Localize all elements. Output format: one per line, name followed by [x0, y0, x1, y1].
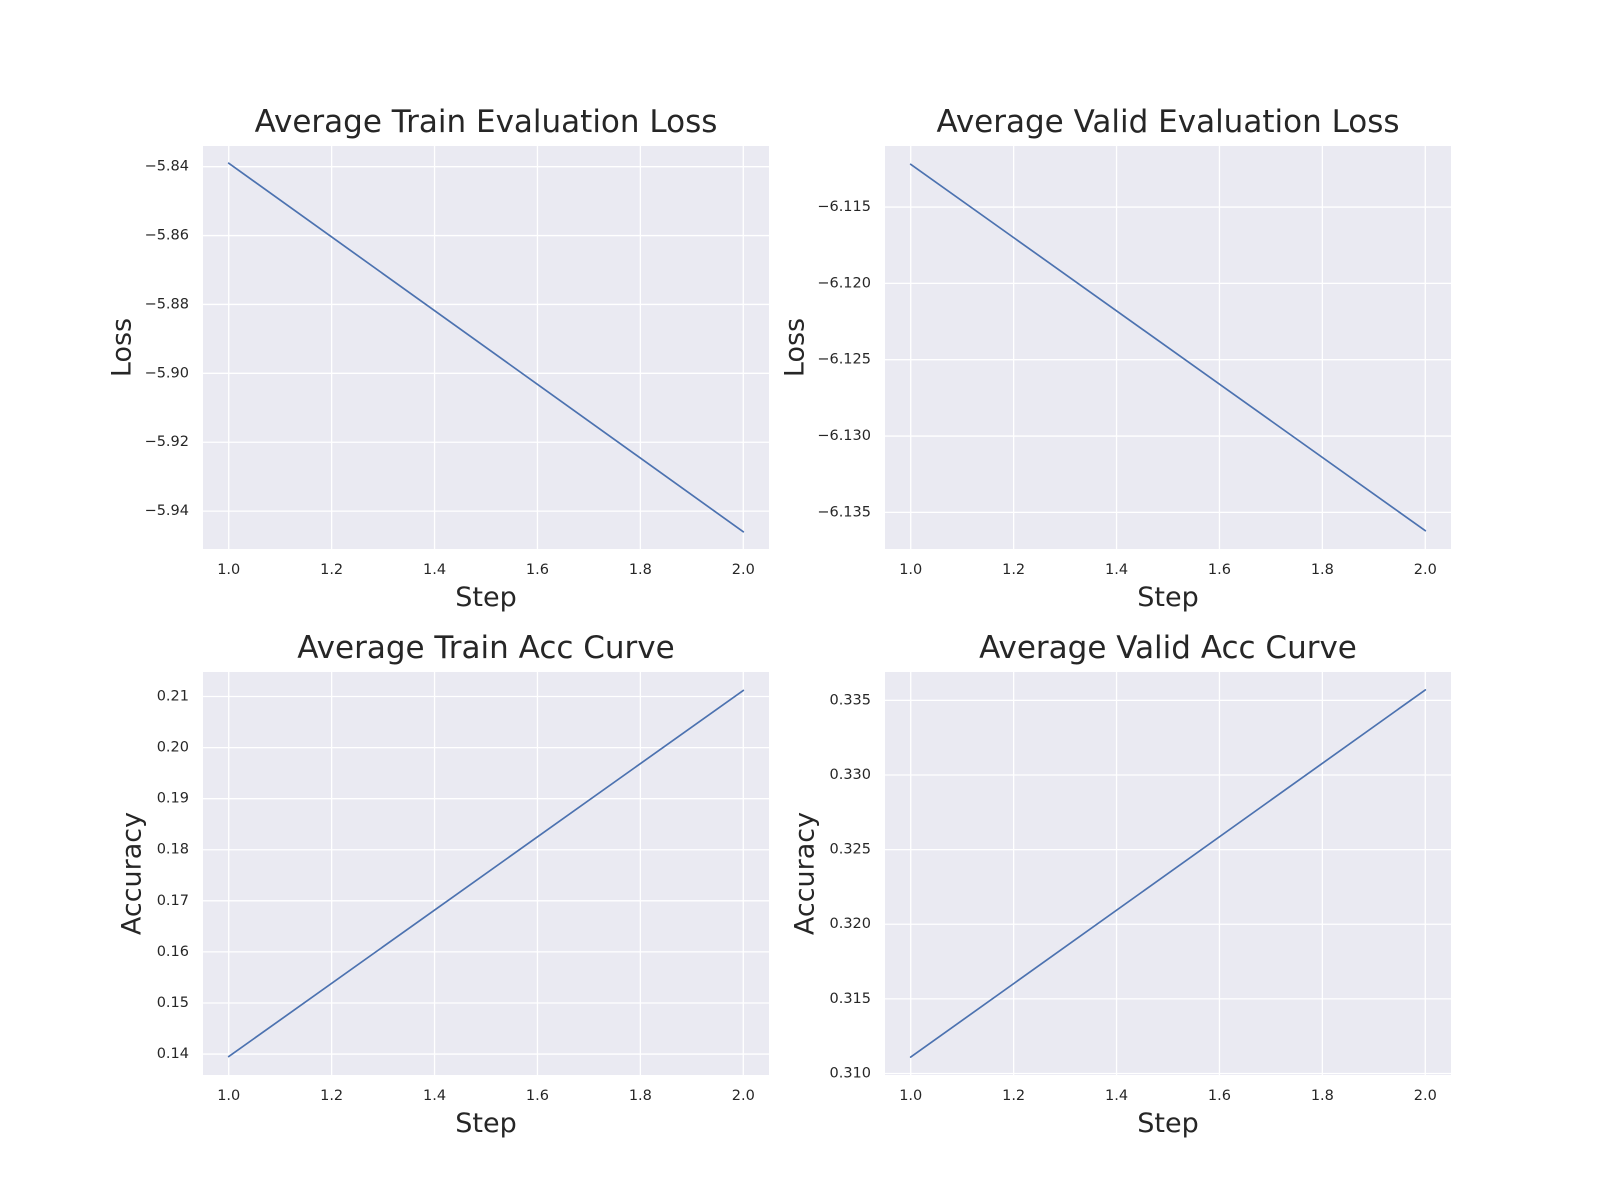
x-tick-label: 1.0 [899, 562, 922, 578]
x-tick-label: 1.0 [217, 1088, 240, 1104]
subplot-4: 1.0 1.2 1.4 1.6 1.8 2.0 0.310 0.315 0.320 0.325 0.… [790, 630, 1451, 1139]
y-tick-label: −5.88 [145, 296, 189, 312]
y-tick-label: 0.330 [829, 767, 871, 783]
y-tick-label: 0.315 [829, 991, 871, 1007]
y-tick-label: −5.86 [145, 228, 189, 244]
y-axis-label: Loss [780, 318, 811, 377]
y-tick-label: 0.21 [157, 689, 189, 705]
x-tick-label: 1.4 [423, 1088, 446, 1104]
y-tick-label: −6.125 [817, 352, 871, 368]
x-tick-label: 1.2 [320, 1088, 343, 1104]
x-tick-label: 2.0 [732, 562, 755, 578]
series-line [227, 162, 745, 533]
series-line [909, 163, 1427, 532]
x-tick-label: 1.6 [526, 1088, 549, 1104]
y-tick-label: 0.15 [157, 995, 189, 1011]
y-tick-label: 0.320 [829, 916, 871, 932]
y-tick-label: −6.120 [817, 275, 871, 291]
x-tick-label: 2.0 [732, 1088, 755, 1104]
x-tick-label: 1.8 [629, 562, 652, 578]
x-axis-label: Step [1137, 582, 1198, 613]
y-tick-label: −6.135 [817, 504, 871, 520]
series-line [909, 689, 1427, 1058]
x-tick-label: 1.8 [629, 1088, 652, 1104]
y-tick-label: −5.90 [145, 365, 189, 381]
x-tick-label: 1.2 [1002, 562, 1025, 578]
x-tick-label: 1.2 [320, 562, 343, 578]
y-tick-label: −5.92 [145, 434, 189, 450]
subplot-1: 1.0 1.2 1.4 1.6 1.8 2.0 −5.84 −5.86 −5.88 −5.90 −5… [107, 104, 769, 613]
chart-title: Average Valid Evaluation Loss [936, 104, 1399, 140]
y-tick-label: −6.130 [817, 428, 871, 444]
x-tick-label: 2.0 [1414, 1088, 1437, 1104]
x-tick-label: 1.4 [1105, 1088, 1128, 1104]
y-tick-label: 0.325 [829, 842, 871, 858]
x-axis-label: Step [455, 1108, 516, 1139]
chart-title: Average Train Acc Curve [297, 630, 674, 666]
x-tick-label: 1.2 [1002, 1088, 1025, 1104]
x-axis-label: Step [1137, 1108, 1198, 1139]
chart-title: Average Train Evaluation Loss [255, 104, 718, 140]
y-tick-label: −5.94 [145, 503, 189, 519]
x-tick-label: 1.4 [1105, 562, 1128, 578]
y-tick-label: 0.19 [157, 791, 189, 807]
y-tick-label: 0.17 [157, 893, 189, 909]
y-tick-label: 0.16 [157, 944, 189, 960]
y-tick-label: 0.20 [157, 740, 189, 756]
y-tick-label: −5.84 [145, 159, 189, 175]
y-tick-label: 0.14 [157, 1046, 189, 1062]
y-tick-label: −6.115 [817, 199, 871, 215]
y-tick-label: 0.18 [157, 842, 189, 858]
y-tick-label: 0.310 [829, 1066, 871, 1082]
y-axis-label: Loss [107, 318, 138, 377]
y-tick-label: 0.335 [829, 692, 871, 708]
y-axis-label: Accuracy [117, 812, 148, 935]
x-tick-label: 1.8 [1311, 1088, 1334, 1104]
chart-title: Average Valid Acc Curve [979, 630, 1357, 666]
y-axis-label: Accuracy [790, 812, 821, 935]
x-tick-label: 1.6 [526, 562, 549, 578]
x-tick-label: 1.8 [1311, 562, 1334, 578]
x-tick-label: 2.0 [1414, 562, 1437, 578]
subplot-2: 1.0 1.2 1.4 1.6 1.8 2.0 −6.115 −6.120 −6.125 −6.1… [780, 104, 1451, 613]
x-tick-label: 1.4 [423, 562, 446, 578]
subplot-3: 1.0 1.2 1.4 1.6 1.8 2.0 0.14 0.15 0.16 0.17 0.18 0.… [117, 630, 769, 1139]
x-tick-label: 1.6 [1208, 562, 1231, 578]
x-tick-label: 1.6 [1208, 1088, 1231, 1104]
x-tick-label: 1.0 [217, 562, 240, 578]
x-tick-label: 1.0 [899, 1088, 922, 1104]
x-axis-label: Step [455, 582, 516, 613]
series-line [227, 689, 745, 1058]
